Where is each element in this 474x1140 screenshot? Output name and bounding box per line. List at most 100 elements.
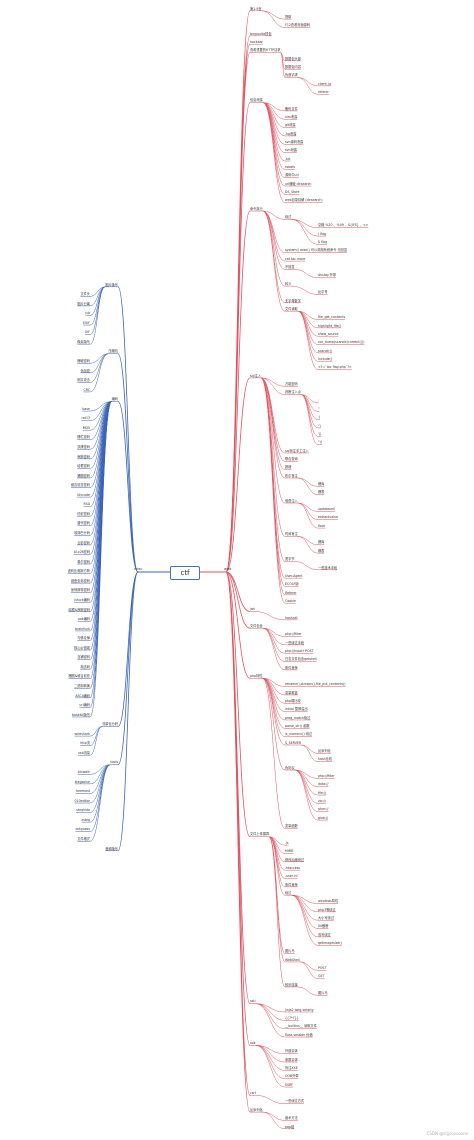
web-link [262, 210, 286, 262]
web-node: 条件竞争 [285, 665, 298, 670]
web-link [300, 394, 319, 445]
web-node: 查看重要的HTTP请求 [250, 48, 281, 53]
misc-node: base64隐写 [71, 712, 90, 717]
misc-node: Unicode [77, 492, 90, 497]
web-link [294, 769, 319, 804]
misc-node: url编码 [79, 703, 90, 708]
web-node: 变量函数 [285, 824, 298, 829]
misc-node: 流量包分析 [102, 722, 118, 727]
web-link [297, 502, 319, 520]
misc-node: foremost [75, 789, 90, 794]
web-node: jwt [250, 607, 255, 612]
web-link [262, 678, 286, 729]
web-node: php特性 [250, 673, 263, 678]
web-node: ") [318, 423, 321, 428]
web-node: 大小写绕过 [318, 915, 334, 920]
branch-label-misc: misc [134, 567, 143, 571]
web-node: 伪协议 [285, 765, 295, 770]
web-node: 文件读取 [285, 306, 298, 311]
web-node: 无字母数字 [285, 298, 301, 303]
web-link [225, 571, 251, 679]
misc-node: GIF [84, 330, 90, 335]
misc-link [89, 286, 106, 335]
web-node: php://filter [318, 774, 335, 779]
web-node: hackbar [250, 39, 263, 44]
web-node: vim泄露 [285, 114, 298, 119]
web-link [225, 210, 251, 573]
web-node: 爆库 [318, 540, 325, 545]
web-node: 参数实体 [285, 1057, 298, 1062]
web-node: 数据包头部 [285, 56, 301, 61]
misc-node: 猪圈&维吉尼亚 [68, 674, 90, 679]
misc-node: 二进制转换 [74, 683, 90, 688]
web-link [225, 571, 251, 838]
web-node: ' [318, 398, 319, 403]
web-link [262, 627, 286, 671]
web-link [297, 310, 319, 362]
misc-node: CRC [83, 387, 90, 392]
web-node: web目录猜解 (dirsearch) [285, 198, 323, 203]
web-node: {{7*7}} [285, 1016, 299, 1021]
web-node: 命令执行 [250, 206, 263, 211]
web-node: POST [318, 965, 327, 970]
misc-node: rot13 [81, 416, 91, 421]
web-link [260, 377, 286, 504]
web-node: 外部实体 [285, 1049, 298, 1054]
web-link [269, 836, 286, 888]
web-node: OOB外带 [285, 1074, 299, 1079]
web-node: data:// [318, 782, 329, 787]
misc-node: base [82, 406, 90, 411]
misc-link [117, 286, 139, 573]
web-node: phar:// [318, 807, 329, 812]
misc-node: wireshark [74, 731, 90, 736]
web-node: .htaccess [285, 865, 301, 870]
web-node: jinja2 twig smarty [285, 1007, 314, 1012]
web-link [225, 571, 251, 1113]
web-node: file_get_contents [318, 315, 346, 320]
misc-node: 音频隐写 [105, 846, 118, 851]
web-link [297, 536, 319, 554]
watermark: CSDN @stjjsovsoone [426, 1131, 468, 1136]
misc-node: 键盘坐标密码 [70, 578, 90, 583]
web-link [301, 744, 319, 754]
web-node: 绕过 [285, 215, 292, 220]
misc-node: http流 [80, 741, 90, 746]
web-link [297, 986, 319, 996]
web-node: 条件竞争 [285, 882, 298, 887]
branch-label-web: web [224, 567, 232, 571]
web-node: " [318, 406, 320, 411]
web-node: preg_match绕过 [285, 715, 311, 720]
web-node: 修改后缀绕过 [285, 857, 305, 862]
web-node: php://input+POST [285, 648, 314, 653]
misc-node: 图片分离 [77, 301, 90, 306]
web-node: ') [318, 415, 321, 420]
misc-link [89, 286, 106, 345]
web-node: SSRF [285, 1082, 294, 1087]
web-link [262, 210, 286, 304]
misc-node: A1z26密码 [73, 550, 90, 555]
misc-node: 敲击码 [80, 664, 90, 669]
web-node: highlight_file() [318, 323, 341, 328]
web-link [294, 561, 319, 571]
web-link [294, 769, 319, 821]
web-link [262, 627, 286, 646]
misc-node: outguess [75, 827, 90, 832]
web-node: 双写绕过 [318, 932, 331, 937]
misc-node: 摩斯密码 [77, 454, 90, 459]
web-link [297, 310, 319, 329]
web-link [255, 1003, 286, 1038]
web-node: xxe [250, 1041, 256, 1046]
web-link [291, 219, 319, 228]
web-node: 转义 [285, 281, 292, 286]
web-node: User-Agent [285, 573, 303, 578]
web-node: floor [318, 523, 326, 528]
web-node: 盲注XXE [285, 1066, 298, 1071]
misc-node: 明文攻击 [77, 378, 90, 383]
web-node: intval 整数溢出 [285, 707, 308, 712]
web-link [255, 1003, 286, 1029]
web-node: 一些绕过方式 [285, 1099, 305, 1104]
web-node: glob:// [318, 815, 329, 820]
web-link [297, 310, 319, 370]
web-node: csrf [250, 1091, 256, 1096]
web-node: 联合查询 [285, 457, 298, 462]
